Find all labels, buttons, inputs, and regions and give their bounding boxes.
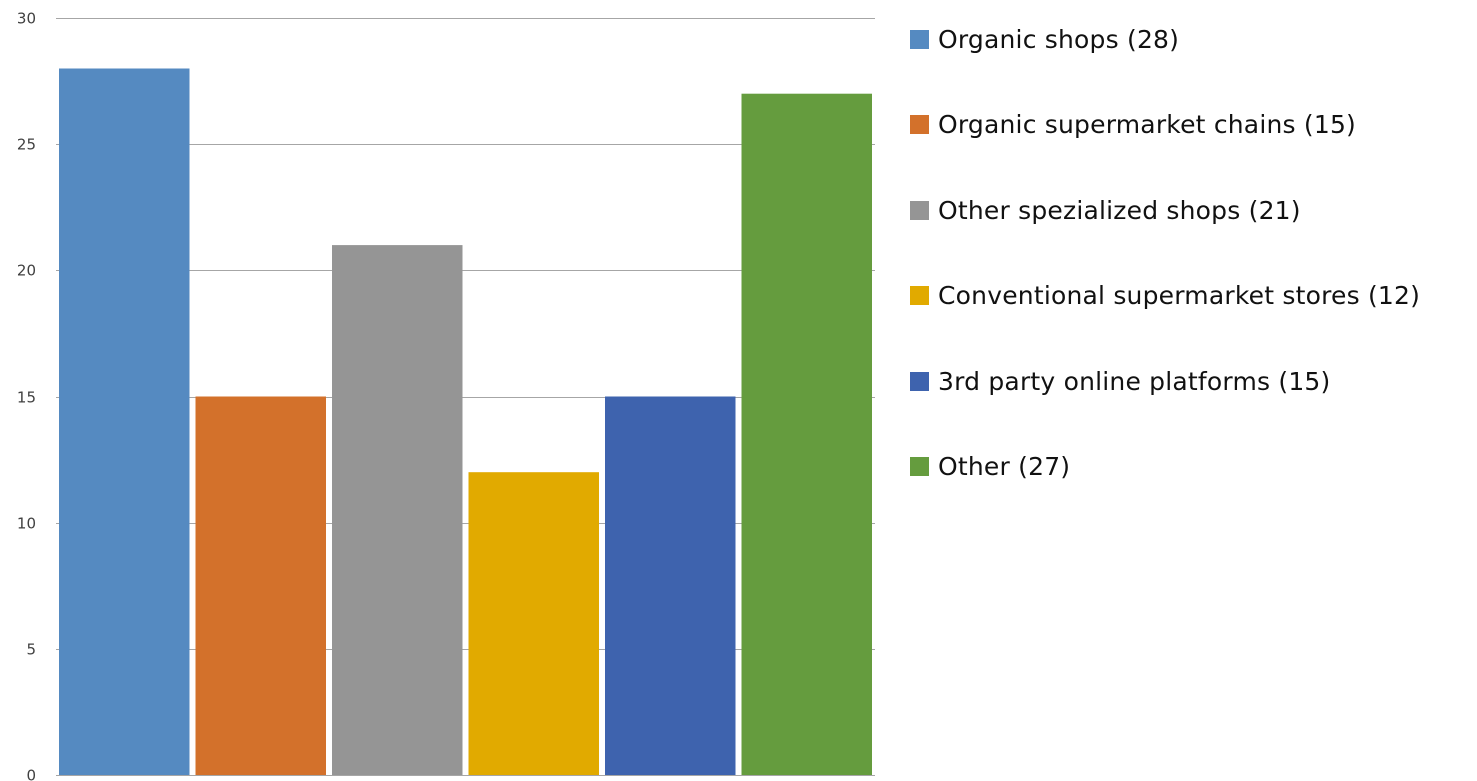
y-gridlines bbox=[56, 18, 875, 776]
y-tick-label: 0 bbox=[26, 767, 36, 781]
chart-legend: Organic shops (28) Organic supermarket ch… bbox=[910, 22, 1420, 535]
legend-swatch bbox=[910, 286, 929, 305]
legend-swatch bbox=[910, 29, 929, 49]
legend-label: Other spezialized shops (21) bbox=[938, 195, 1301, 225]
legend-label: 3rd party online platforms (15) bbox=[938, 366, 1331, 396]
legend-swatch bbox=[910, 457, 929, 476]
legend-label: Other (27) bbox=[938, 452, 1071, 481]
bar bbox=[195, 396, 326, 775]
bar bbox=[59, 68, 190, 775]
legend-label: Organic shops (28) bbox=[938, 24, 1180, 54]
y-tick-label: 30 bbox=[17, 10, 36, 28]
bar bbox=[741, 93, 872, 775]
y-axis-ticks: 0 5 10 15 20 25 30 bbox=[17, 10, 36, 781]
legend-label: Conventional supermarket stores (12) bbox=[938, 281, 1421, 310]
bars bbox=[59, 68, 872, 776]
bar-chart: 0 5 10 15 20 25 30 bbox=[17, 10, 875, 781]
legend-item: Organic shops (28) bbox=[910, 22, 1420, 56]
legend-label: Organic supermarket chains (15) bbox=[938, 110, 1357, 139]
y-tick-label: 5 bbox=[26, 641, 36, 659]
legend-swatch bbox=[910, 371, 929, 391]
bar bbox=[605, 396, 736, 775]
y-tick-label: 25 bbox=[17, 136, 36, 154]
bar bbox=[468, 472, 599, 775]
y-tick-label: 15 bbox=[17, 389, 36, 407]
y-tick-label: 20 bbox=[17, 262, 36, 280]
legend-item: Organic supermarket chains (15) bbox=[910, 108, 1420, 142]
legend-swatch bbox=[910, 115, 929, 134]
bar bbox=[332, 245, 463, 776]
legend-item: Other spezialized shops (21) bbox=[910, 193, 1420, 227]
legend-item: Other (27) bbox=[910, 450, 1420, 484]
legend-item: 3rd party online platforms (15) bbox=[910, 364, 1420, 398]
legend-item: Conventional supermarket stores (12) bbox=[910, 279, 1420, 313]
legend-swatch bbox=[910, 200, 929, 220]
y-tick-label: 10 bbox=[17, 515, 36, 533]
